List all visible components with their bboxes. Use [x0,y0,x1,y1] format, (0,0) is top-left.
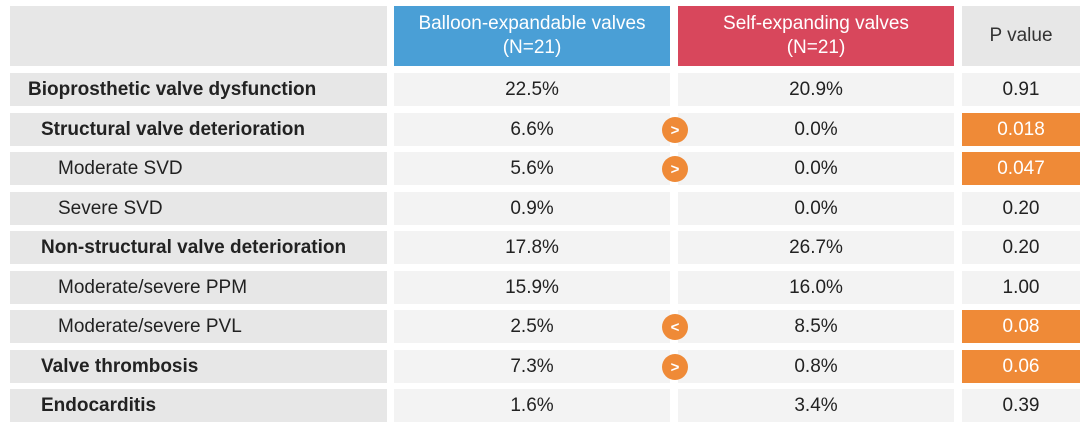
p-value: 1.00 [962,271,1080,304]
p-value: 0.39 [962,389,1080,422]
header-self-n: (N=21) [786,37,846,58]
balloon-value: 6.6% [394,113,670,146]
header-p-value: P value [962,6,1080,66]
row-label: Severe SVD [10,192,387,225]
row-label: Endocarditis [10,389,387,422]
balloon-value: 15.9% [394,271,670,304]
header-p-label: P value [989,25,1053,46]
self-value: 0.0% [678,192,954,225]
less-than-badge: < [662,314,688,340]
row-label: Moderate/severe PPM [10,271,387,304]
self-value: 20.9% [678,73,954,106]
greater-than-badge: > [662,156,688,182]
row-label: Structural valve deterioration [10,113,387,146]
row-label: Valve thrombosis [10,350,387,383]
self-value: 0.8% [678,350,954,383]
p-value: 0.047 [962,152,1080,185]
header-balloon-expandable: Balloon-expandable valves (N=21) [394,6,670,66]
p-value: 0.20 [962,231,1080,264]
greater-than-badge: > [662,354,688,380]
balloon-value: 0.9% [394,192,670,225]
self-value: 0.0% [678,113,954,146]
balloon-value: 7.3% [394,350,670,383]
header-balloon-n: (N=21) [502,37,562,58]
header-self-expanding: Self-expanding valves (N=21) [678,6,954,66]
header-balloon-name: Balloon-expandable valves [418,13,646,34]
greater-than-badge: > [662,117,688,143]
p-value: 0.20 [962,192,1080,225]
p-value: 0.08 [962,310,1080,343]
balloon-value: 2.5% [394,310,670,343]
self-value: 3.4% [678,389,954,422]
header-blank-cell [10,6,387,66]
row-label: Moderate/severe PVL [10,310,387,343]
p-value: 0.91 [962,73,1080,106]
row-label: Bioprosthetic valve dysfunction [10,73,387,106]
p-value: 0.06 [962,350,1080,383]
balloon-value: 1.6% [394,389,670,422]
self-value: 16.0% [678,271,954,304]
self-value: 26.7% [678,231,954,264]
balloon-value: 5.6% [394,152,670,185]
self-value: 8.5% [678,310,954,343]
header-self-name: Self-expanding valves [723,13,909,34]
row-label: Non-structural valve deterioration [10,231,387,264]
self-value: 0.0% [678,152,954,185]
row-label: Moderate SVD [10,152,387,185]
balloon-value: 17.8% [394,231,670,264]
balloon-value: 22.5% [394,73,670,106]
p-value: 0.018 [962,113,1080,146]
